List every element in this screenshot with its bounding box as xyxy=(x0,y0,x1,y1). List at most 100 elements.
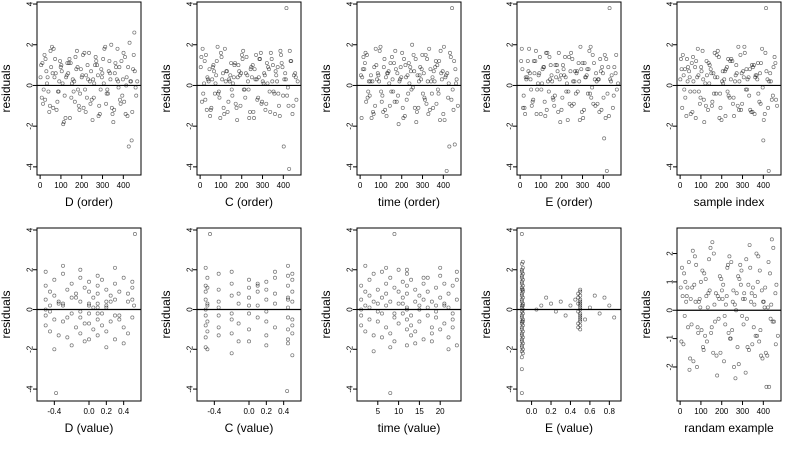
data-point xyxy=(691,79,696,84)
data-point xyxy=(61,120,66,125)
data-point xyxy=(726,57,731,61)
data-point xyxy=(404,317,409,322)
data-point xyxy=(225,109,230,114)
data-point xyxy=(367,305,372,310)
data-point xyxy=(533,48,538,53)
data-point xyxy=(228,73,233,78)
data-point xyxy=(740,101,745,106)
data-point xyxy=(578,313,583,318)
data-point xyxy=(556,109,561,114)
x-tick-label: 100 xyxy=(534,181,548,190)
data-point xyxy=(720,79,725,84)
x-tick-label: 15 xyxy=(415,407,424,416)
data-point xyxy=(688,89,693,94)
data-point xyxy=(264,333,269,338)
data-point xyxy=(363,329,368,334)
data-point xyxy=(521,105,525,110)
data-point xyxy=(363,50,368,55)
data-point xyxy=(766,105,771,110)
data-point xyxy=(286,273,290,278)
data-point xyxy=(436,91,441,96)
data-point xyxy=(419,67,424,72)
data-point xyxy=(578,305,583,310)
data-point xyxy=(43,283,48,288)
data-point xyxy=(733,79,737,84)
data-point xyxy=(381,109,386,114)
data-point xyxy=(548,63,553,68)
data-point xyxy=(539,87,544,92)
data-point xyxy=(733,73,738,78)
y-tick-label: -2 xyxy=(186,122,195,130)
data-point xyxy=(255,283,260,288)
data-point xyxy=(578,44,583,49)
data-point xyxy=(230,93,235,98)
y-tick-label: -4 xyxy=(26,385,35,393)
data-point xyxy=(520,329,525,334)
data-point xyxy=(294,97,299,102)
data-point xyxy=(203,97,208,102)
data-point xyxy=(247,277,251,282)
data-point xyxy=(281,144,286,149)
data-point xyxy=(519,279,524,284)
data-point xyxy=(404,343,409,348)
data-point xyxy=(749,63,754,68)
data-point xyxy=(739,71,744,76)
y-tick-label: -4 xyxy=(186,163,195,171)
data-point xyxy=(758,101,763,106)
y-tick-label: -2 xyxy=(346,122,355,130)
data-point xyxy=(218,50,223,55)
data-point xyxy=(404,283,409,288)
data-point xyxy=(208,232,212,236)
y-tick-label: 4 xyxy=(506,1,515,6)
data-point xyxy=(387,81,392,86)
data-point xyxy=(205,319,210,324)
data-point xyxy=(103,44,108,49)
data-point xyxy=(719,288,724,293)
data-point xyxy=(609,79,613,84)
data-point xyxy=(713,291,718,296)
data-point xyxy=(105,91,110,96)
data-point xyxy=(262,71,267,76)
data-point xyxy=(286,263,290,268)
data-point xyxy=(72,79,77,84)
y-axis-label: residuals xyxy=(159,290,173,338)
data-point xyxy=(582,107,586,112)
data-point xyxy=(774,282,779,287)
data-point xyxy=(363,263,368,268)
data-point xyxy=(123,55,127,59)
data-point xyxy=(583,317,587,322)
data-point xyxy=(687,75,692,80)
data-point xyxy=(272,91,277,96)
data-point xyxy=(126,65,131,70)
data-point xyxy=(728,77,733,82)
data-point xyxy=(578,287,583,292)
data-point xyxy=(209,105,214,110)
data-point xyxy=(374,63,379,68)
data-point xyxy=(741,322,746,327)
data-point xyxy=(708,245,713,250)
data-point xyxy=(124,75,129,80)
data-point xyxy=(552,103,557,108)
data-point xyxy=(87,301,91,306)
data-point xyxy=(378,44,383,49)
data-point xyxy=(116,85,121,90)
data-point xyxy=(432,79,437,84)
data-point xyxy=(750,285,755,290)
data-point xyxy=(291,103,296,108)
data-point xyxy=(733,376,738,381)
data-point xyxy=(270,63,275,68)
data-point xyxy=(243,71,248,76)
data-point xyxy=(101,81,106,86)
data-point xyxy=(270,79,275,84)
data-point xyxy=(575,69,580,74)
data-point xyxy=(219,55,224,59)
data-point xyxy=(413,287,418,292)
data-point xyxy=(87,289,91,294)
data-point xyxy=(227,77,231,82)
x-tick-label: 200 xyxy=(395,181,409,190)
data-point xyxy=(599,107,604,112)
data-point xyxy=(359,323,364,328)
data-point xyxy=(280,65,285,70)
data-point xyxy=(519,297,524,302)
data-point xyxy=(276,91,281,96)
